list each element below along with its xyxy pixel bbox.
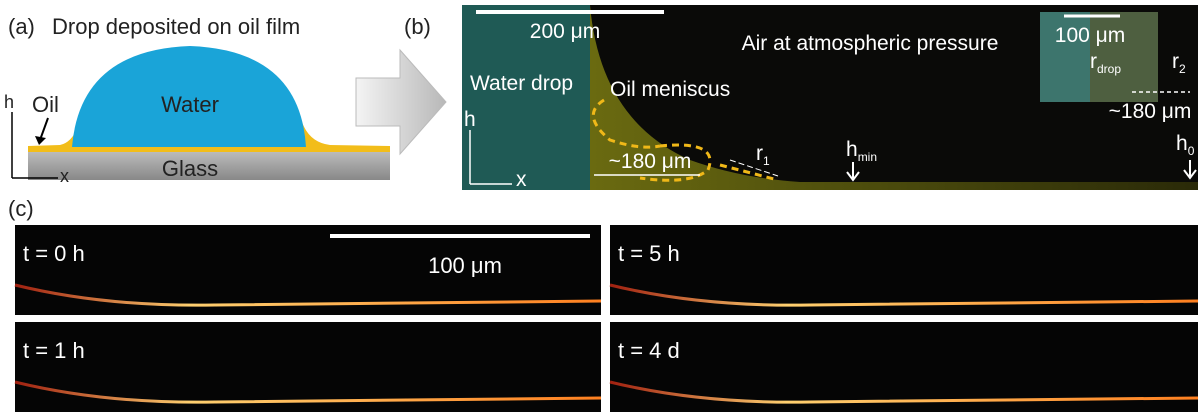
symbol: r (1090, 50, 1097, 73)
subscript: min (858, 150, 877, 164)
oil-arrowhead (35, 136, 46, 145)
figure: (a) Drop deposited on oil film Water Gla… (0, 0, 1198, 417)
panel-a: (a) Drop deposited on oil film Water Gla… (4, 14, 390, 186)
panel-label: (b) (404, 14, 431, 39)
panel-c: (c) t = 0 h t = 5 h t = 1 h t = 4 d 100 μm (8, 196, 1198, 412)
axis-x: x (516, 168, 527, 191)
subscript: drop (1097, 62, 1121, 76)
water-drop-label: Water drop (470, 72, 573, 95)
glass-label: Glass (162, 156, 218, 181)
frame-time: t = 4 d (618, 338, 680, 363)
symbol: h (846, 138, 858, 161)
scale-bar-label: 100 μm (428, 253, 502, 278)
panel-label: (a) (8, 14, 35, 39)
subscript: 2 (1179, 62, 1186, 76)
panel-title: Drop deposited on oil film (52, 14, 300, 39)
frame-time: t = 0 h (23, 241, 85, 266)
axis-h: h (4, 92, 14, 112)
axis-h: h (464, 108, 476, 131)
subscript: 1 (763, 154, 770, 168)
oil-arrow (40, 118, 48, 140)
oil-meniscus-label: Oil meniscus (610, 78, 730, 101)
symbol: r (1172, 50, 1179, 73)
meniscus-width-label: ~180 μm (609, 150, 692, 173)
inset-scale-label: 100 μm (1055, 24, 1125, 47)
oil-label: Oil (32, 92, 59, 117)
subscript: 0 (1188, 144, 1195, 158)
frame-time: t = 5 h (618, 241, 680, 266)
panel-label: (c) (8, 196, 34, 221)
air-label: Air at atmospheric pressure (742, 32, 999, 55)
panel-b: (b) 200 μm Air at atmospheric pressure 1… (404, 5, 1198, 191)
frame-time: t = 1 h (23, 338, 85, 363)
inset-width-label: ~180 μm (1109, 100, 1192, 123)
symbol: r (756, 142, 763, 165)
scale-bar-label: 200 μm (530, 20, 600, 43)
axis-x: x (60, 166, 69, 186)
symbol: h (1176, 132, 1188, 155)
transition-arrow (356, 50, 446, 154)
water-label: Water (161, 92, 219, 117)
